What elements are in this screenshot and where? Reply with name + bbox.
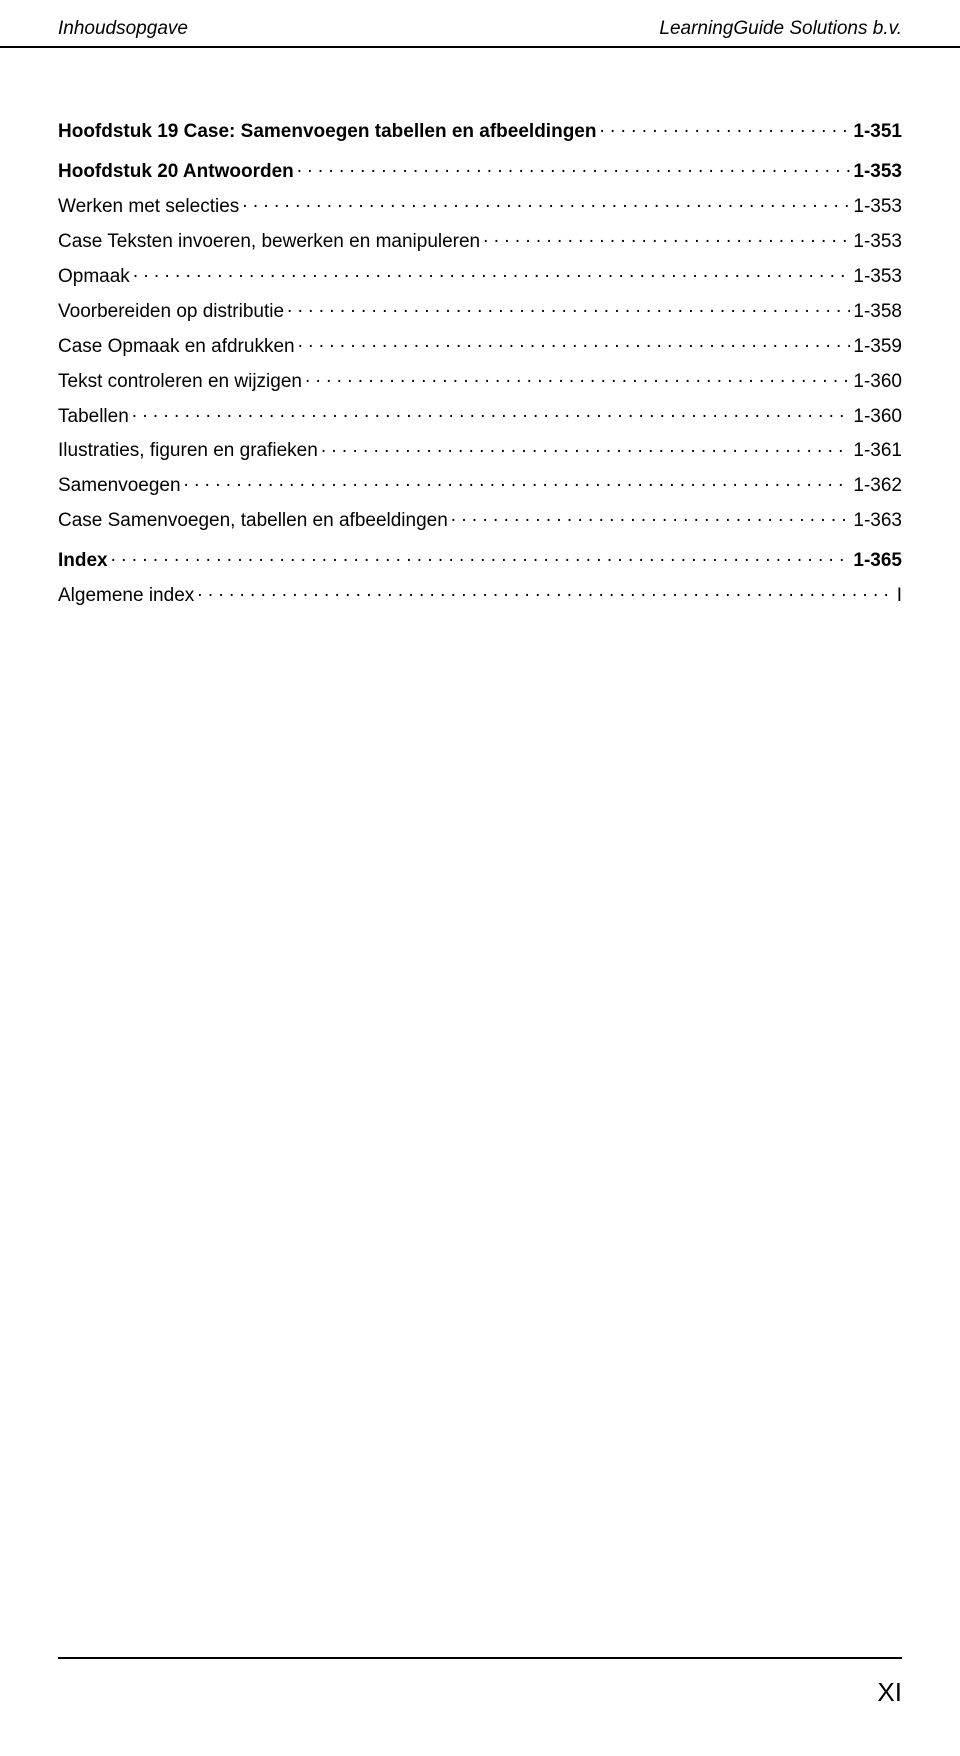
toc-page: 1-353 bbox=[853, 197, 902, 217]
toc-leader-dots bbox=[599, 118, 850, 137]
toc-leader-dots bbox=[298, 333, 851, 352]
toc-page: I bbox=[897, 586, 902, 606]
toc-label: Tekst controleren en wijzigen bbox=[58, 372, 302, 392]
toc-label: Case Teksten invoeren, bewerken en manip… bbox=[58, 232, 480, 252]
toc-page: 1-363 bbox=[853, 511, 902, 531]
toc-leader-dots bbox=[111, 547, 851, 566]
toc-row: Hoofdstuk 19 Case: Samenvoegen tabellen … bbox=[58, 118, 902, 142]
page-footer: XI bbox=[58, 1657, 902, 1708]
toc-row: Werken met selecties 1-353 bbox=[58, 193, 902, 217]
toc-label: Algemene index bbox=[58, 586, 194, 606]
toc-label: Case Opmaak en afdrukken bbox=[58, 337, 295, 357]
page-number: XI bbox=[877, 1677, 902, 1708]
toc-leader-dots bbox=[132, 403, 851, 422]
toc-row: Tekst controleren en wijzigen 1-360 bbox=[58, 368, 902, 392]
toc-label: Case Samenvoegen, tabellen en afbeelding… bbox=[58, 511, 448, 531]
toc-label: Tabellen bbox=[58, 407, 129, 427]
toc-label: Ilustraties, figuren en grafieken bbox=[58, 441, 318, 461]
page-header: Inhoudsopgave LearningGuide Solutions b.… bbox=[0, 0, 960, 48]
toc-page: 1-353 bbox=[853, 162, 902, 182]
toc-leader-dots bbox=[287, 298, 850, 317]
toc-label: Index bbox=[58, 551, 108, 571]
toc-label: Opmaak bbox=[58, 267, 130, 287]
toc-page: 1-360 bbox=[853, 372, 902, 392]
toc-leader-dots bbox=[197, 582, 893, 601]
toc-row: Case Samenvoegen, tabellen en afbeelding… bbox=[58, 507, 902, 531]
toc-label: Hoofdstuk 19 Case: Samenvoegen tabellen … bbox=[58, 122, 596, 142]
toc-leader-dots bbox=[321, 437, 851, 456]
header-right: LearningGuide Solutions b.v. bbox=[659, 18, 902, 40]
toc-row: Case Teksten invoeren, bewerken en manip… bbox=[58, 228, 902, 252]
toc-page: 1-351 bbox=[853, 122, 902, 142]
toc-leader-dots bbox=[133, 263, 851, 282]
toc-row: Tabellen 1-360 bbox=[58, 403, 902, 427]
toc-page: 1-362 bbox=[853, 476, 902, 496]
page: Inhoudsopgave LearningGuide Solutions b.… bbox=[0, 0, 960, 1756]
toc: Hoofdstuk 19 Case: Samenvoegen tabellen … bbox=[0, 48, 960, 606]
toc-page: 1-358 bbox=[853, 302, 902, 322]
toc-row: Ilustraties, figuren en grafieken 1-361 bbox=[58, 437, 902, 461]
toc-leader-dots bbox=[242, 193, 850, 212]
toc-page: 1-365 bbox=[853, 551, 902, 571]
toc-row: Voorbereiden op distributie 1-358 bbox=[58, 298, 902, 322]
toc-label: Werken met selecties bbox=[58, 197, 239, 217]
toc-row: Opmaak 1-353 bbox=[58, 263, 902, 287]
toc-leader-dots bbox=[483, 228, 850, 247]
toc-label: Samenvoegen bbox=[58, 476, 181, 496]
toc-leader-dots bbox=[297, 158, 851, 177]
toc-leader-dots bbox=[451, 507, 851, 526]
toc-row: Case Opmaak en afdrukken 1-359 bbox=[58, 333, 902, 357]
toc-page: 1-359 bbox=[853, 337, 902, 357]
toc-label: Hoofdstuk 20 Antwoorden bbox=[58, 162, 294, 182]
toc-page: 1-353 bbox=[853, 267, 902, 287]
toc-row: Hoofdstuk 20 Antwoorden 1-353 bbox=[58, 158, 902, 182]
toc-label: Voorbereiden op distributie bbox=[58, 302, 284, 322]
toc-row: Index 1-365 bbox=[58, 547, 902, 571]
toc-row: Samenvoegen 1-362 bbox=[58, 472, 902, 496]
toc-page: 1-353 bbox=[853, 232, 902, 252]
toc-leader-dots bbox=[184, 472, 851, 491]
toc-page: 1-360 bbox=[853, 407, 902, 427]
toc-page: 1-361 bbox=[853, 441, 902, 461]
toc-leader-dots bbox=[305, 368, 850, 387]
header-left: Inhoudsopgave bbox=[58, 18, 188, 40]
toc-row: Algemene index I bbox=[58, 582, 902, 606]
